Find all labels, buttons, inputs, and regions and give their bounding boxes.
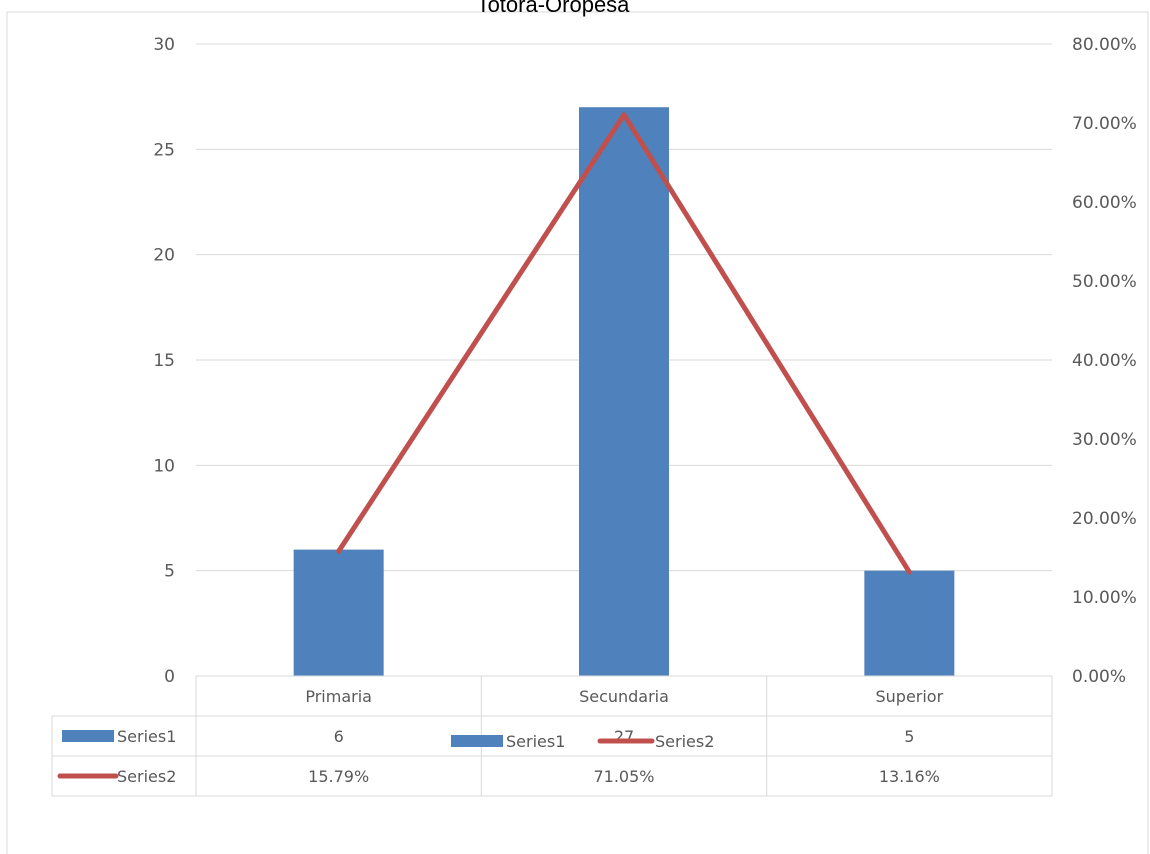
right-axis-tick-label: 60.00% bbox=[1072, 193, 1137, 213]
left-axis-tick-label: 25 bbox=[153, 140, 175, 160]
right-axis-tick-label: 70.00% bbox=[1072, 114, 1137, 134]
left-axis-tick-label: 0 bbox=[164, 667, 175, 687]
table-cell: 71.05% bbox=[593, 767, 654, 786]
right-axis-tick-label: 30.00% bbox=[1072, 430, 1137, 450]
left-axis-tick-label: 30 bbox=[153, 35, 175, 55]
table-header-primaria: Primaria bbox=[305, 687, 372, 706]
legend-series1-key bbox=[451, 735, 503, 747]
series2-point-primaria bbox=[338, 550, 340, 552]
left-axis-tick-label: 20 bbox=[153, 246, 175, 266]
right-axis-tick-label: 50.00% bbox=[1072, 272, 1137, 292]
table-cell: 15.79% bbox=[308, 767, 369, 786]
right-axis-tick-label: 0.00% bbox=[1072, 667, 1126, 687]
legend-series1-label: Series1 bbox=[506, 732, 565, 751]
left-axis-tick-label: 10 bbox=[153, 456, 175, 476]
left-axis-ticks: 0 5 10 15 20 25 30 bbox=[153, 35, 175, 687]
series1-bars bbox=[293, 107, 955, 676]
series2-line-group bbox=[336, 112, 912, 575]
right-axis-tick-label: 80.00% bbox=[1072, 35, 1137, 55]
legend: Series1 Series2 bbox=[451, 732, 714, 751]
table-row-label: Series1 bbox=[117, 727, 176, 746]
series1-table-key bbox=[62, 730, 114, 742]
left-axis-tick-label: 5 bbox=[164, 562, 175, 582]
table-header-superior: Superior bbox=[875, 687, 943, 706]
right-axis-tick-label: 40.00% bbox=[1072, 351, 1137, 371]
table-cell: 13.16% bbox=[879, 767, 940, 786]
bar-primaria bbox=[293, 549, 384, 676]
bar-secundaria bbox=[579, 107, 669, 676]
right-axis-ticks: 0.00% 10.00% 20.00% 30.00% 40.00% 50.00% 60.00… bbox=[1072, 35, 1137, 687]
bar-superior bbox=[864, 570, 955, 676]
right-axis-tick-label: 20.00% bbox=[1072, 509, 1137, 529]
series2-point-secundaria bbox=[623, 114, 625, 116]
table-cell: 6 bbox=[334, 727, 344, 746]
table-row-label: Series2 bbox=[117, 767, 176, 786]
right-axis-tick-label: 10.00% bbox=[1072, 588, 1137, 608]
table-header-secundaria: Secundaria bbox=[579, 687, 669, 706]
table-cell: 5 bbox=[904, 727, 914, 746]
left-axis-tick-label: 15 bbox=[153, 351, 175, 371]
series2-point-superior bbox=[908, 571, 910, 573]
legend-series2-label: Series2 bbox=[655, 732, 714, 751]
chart-title: Totora-Oropesa bbox=[477, 0, 631, 17]
